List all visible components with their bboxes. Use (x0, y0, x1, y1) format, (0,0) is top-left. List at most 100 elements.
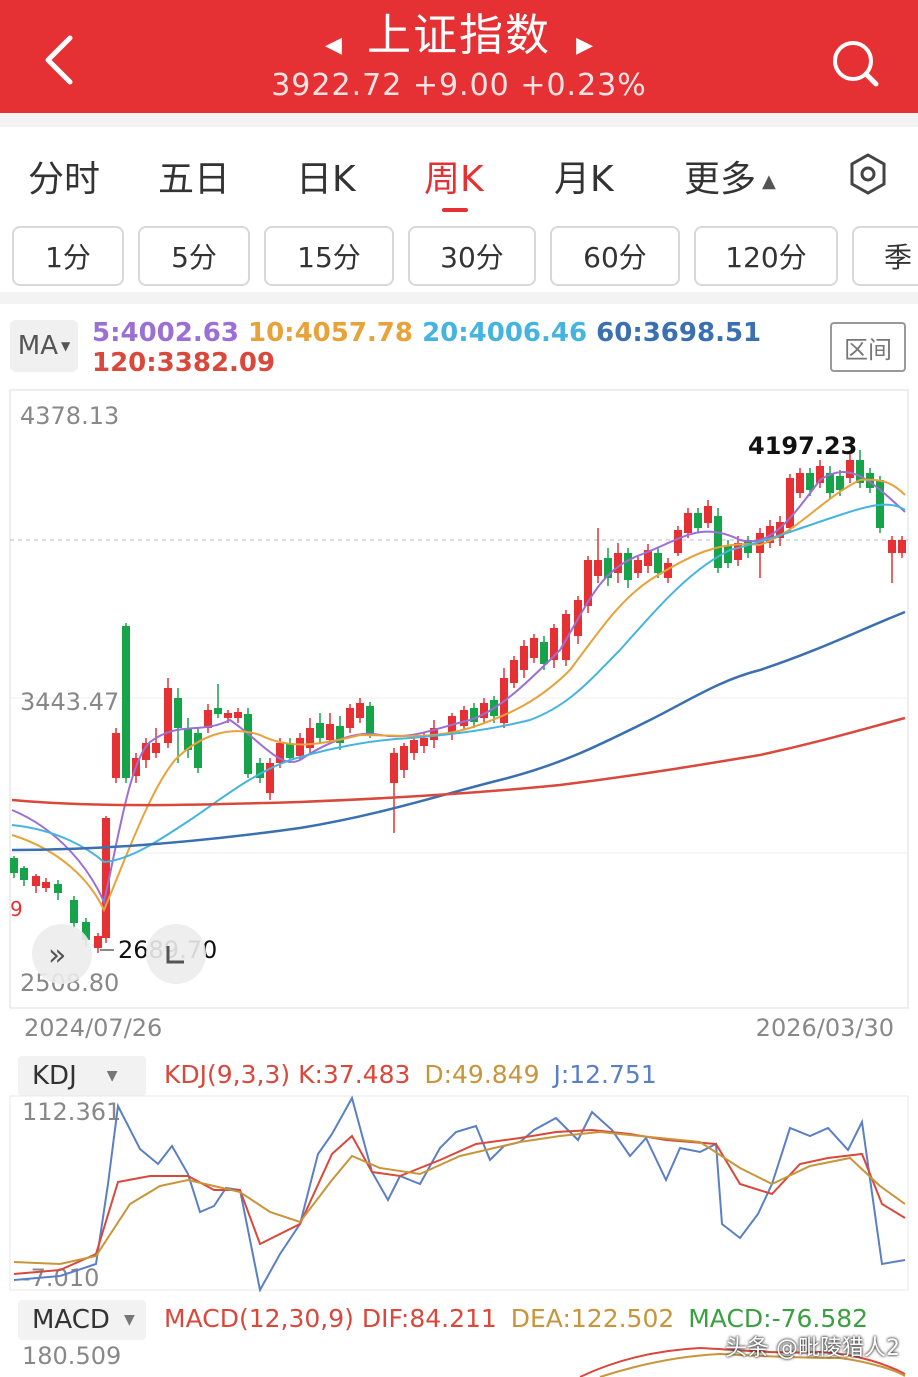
date-axis: 2024/07/26 2026/03/30 (0, 1014, 918, 1050)
price-change-pct: +0.23% (520, 68, 647, 103)
date-end: 2026/03/30 (755, 1014, 894, 1042)
corner-icon (166, 946, 184, 964)
period-30min[interactable]: 30分 (408, 226, 536, 286)
candle-body (390, 753, 398, 783)
candle-body (654, 553, 662, 573)
candle-body (530, 638, 538, 658)
candle-body (306, 728, 314, 748)
tab-five-day[interactable]: 五日 (158, 159, 231, 200)
caret-down-icon: ▼ (106, 1068, 118, 1084)
candle-body (102, 818, 110, 938)
macd-dea: DEA:122.502 (510, 1304, 675, 1333)
chevron-left-icon (45, 35, 73, 85)
kdj-selector[interactable]: KDJ ▼ (18, 1056, 146, 1096)
candle-body (694, 513, 702, 528)
candle-body (470, 708, 478, 722)
macd-values: MACD(12,30,9) DIF:84.211 DEA:122.502 MAC… (164, 1304, 868, 1333)
candle-body (684, 513, 692, 533)
candle-body (806, 473, 814, 490)
search-icon (833, 41, 879, 87)
candle-body (112, 733, 120, 778)
candle-body (756, 533, 764, 553)
range-button[interactable]: 区间 (830, 322, 906, 372)
candle-body (786, 478, 794, 528)
candle-body (704, 506, 712, 523)
settings-button[interactable] (848, 152, 888, 196)
ma60-line (11, 610, 906, 852)
macd-y-top: 180.509 (22, 1342, 121, 1370)
caret-down-icon: ▼ (123, 1312, 135, 1328)
tab-daily-k[interactable]: 日K (296, 159, 356, 200)
next-stock-arrow-icon[interactable]: ▶ (576, 33, 594, 58)
macd-chart[interactable]: 180.509 (0, 1338, 918, 1377)
ma10-value: 10:4057.78 (247, 318, 413, 348)
candle-body (276, 743, 284, 763)
period-5min[interactable]: 5分 (138, 226, 250, 286)
tab-more[interactable]: 更多 ▲ (684, 150, 776, 202)
candle-body (744, 540, 752, 553)
ma-values: 5:4002.63 10:4057.78 20:4006.46 60:3698.… (92, 318, 761, 378)
candle-body (816, 466, 824, 483)
expand-button[interactable]: » (32, 924, 92, 984)
period-quarter[interactable]: 季 (852, 226, 918, 286)
watermark: 头条 @毗陵猎人2 (725, 1336, 900, 1361)
tab-monthly-k[interactable]: 月K (554, 159, 614, 200)
y-axis-top-label: 4378.13 (20, 402, 119, 430)
tab-weekly-k[interactable]: 周K (424, 159, 484, 200)
ma60-value: 60:3698.51 (596, 318, 762, 348)
candle-body (614, 553, 622, 573)
crosshair-toggle-button[interactable] (146, 924, 206, 984)
candle-body (826, 473, 834, 493)
candle-body (266, 763, 274, 793)
period-15min[interactable]: 15分 (264, 226, 394, 286)
candle-body (624, 553, 632, 580)
candle-body (70, 900, 78, 923)
candle-body (634, 560, 642, 573)
candle-body (674, 530, 682, 553)
candle-body (460, 710, 468, 726)
period-120min[interactable]: 120分 (694, 226, 838, 286)
macd-legend: MACD ▼ MACD(12,30,9) DIF:84.211 DEA:122.5… (0, 1300, 918, 1340)
caret-down-icon: ▼ (60, 339, 71, 353)
candle-body (856, 460, 864, 483)
candle-body (510, 660, 518, 683)
candle-body (550, 628, 558, 660)
candle-body (336, 726, 344, 743)
kdj-chart[interactable]: 112.361 -7.010 (0, 1094, 918, 1292)
candle-body (520, 646, 528, 670)
date-start: 2024/07/26 (24, 1014, 163, 1042)
back-button[interactable] (40, 30, 90, 100)
double-chevron-right-icon: » (48, 938, 66, 973)
price-change: +9.00 (412, 68, 510, 103)
candle-body (122, 626, 130, 778)
candle-body (164, 688, 172, 743)
divider (0, 113, 918, 127)
candle-body (316, 723, 324, 738)
macd-selector-label: MACD (32, 1305, 110, 1335)
candle-body (714, 516, 722, 568)
candle-body (366, 706, 374, 733)
ma120-value: 120:3382.09 (92, 348, 276, 378)
candle-body (664, 563, 672, 578)
candle-body (152, 743, 160, 753)
candle-body (94, 936, 102, 948)
tab-intraday[interactable]: 分时 (28, 159, 101, 200)
candle-body (734, 543, 742, 560)
prev-stock-arrow-icon[interactable]: ◀ (324, 33, 342, 58)
ma-selector[interactable]: MA ▼ (10, 320, 78, 372)
period-selector: 1分 5分 15分 30分 60分 120分 季 (0, 224, 918, 288)
candle-body (20, 868, 28, 880)
search-button[interactable] (830, 38, 880, 88)
candle-body (296, 738, 304, 756)
candle-body (846, 460, 854, 478)
candle-body (540, 642, 548, 664)
candlestick-chart[interactable]: 4378.13 3443.47 2508.80 4197.23 2689.70 … (0, 388, 918, 1010)
candle-body (184, 728, 192, 750)
macd-selector[interactable]: MACD ▼ (18, 1300, 146, 1340)
period-1min[interactable]: 1分 (12, 226, 124, 286)
kdj-legend: KDJ ▼ KDJ(9,3,3) K:37.483 D:49.849 J:12.7… (0, 1056, 918, 1096)
candle-body (224, 713, 232, 718)
period-60min[interactable]: 60分 (550, 226, 680, 286)
candle-body (234, 712, 242, 718)
candle-body (562, 614, 570, 660)
